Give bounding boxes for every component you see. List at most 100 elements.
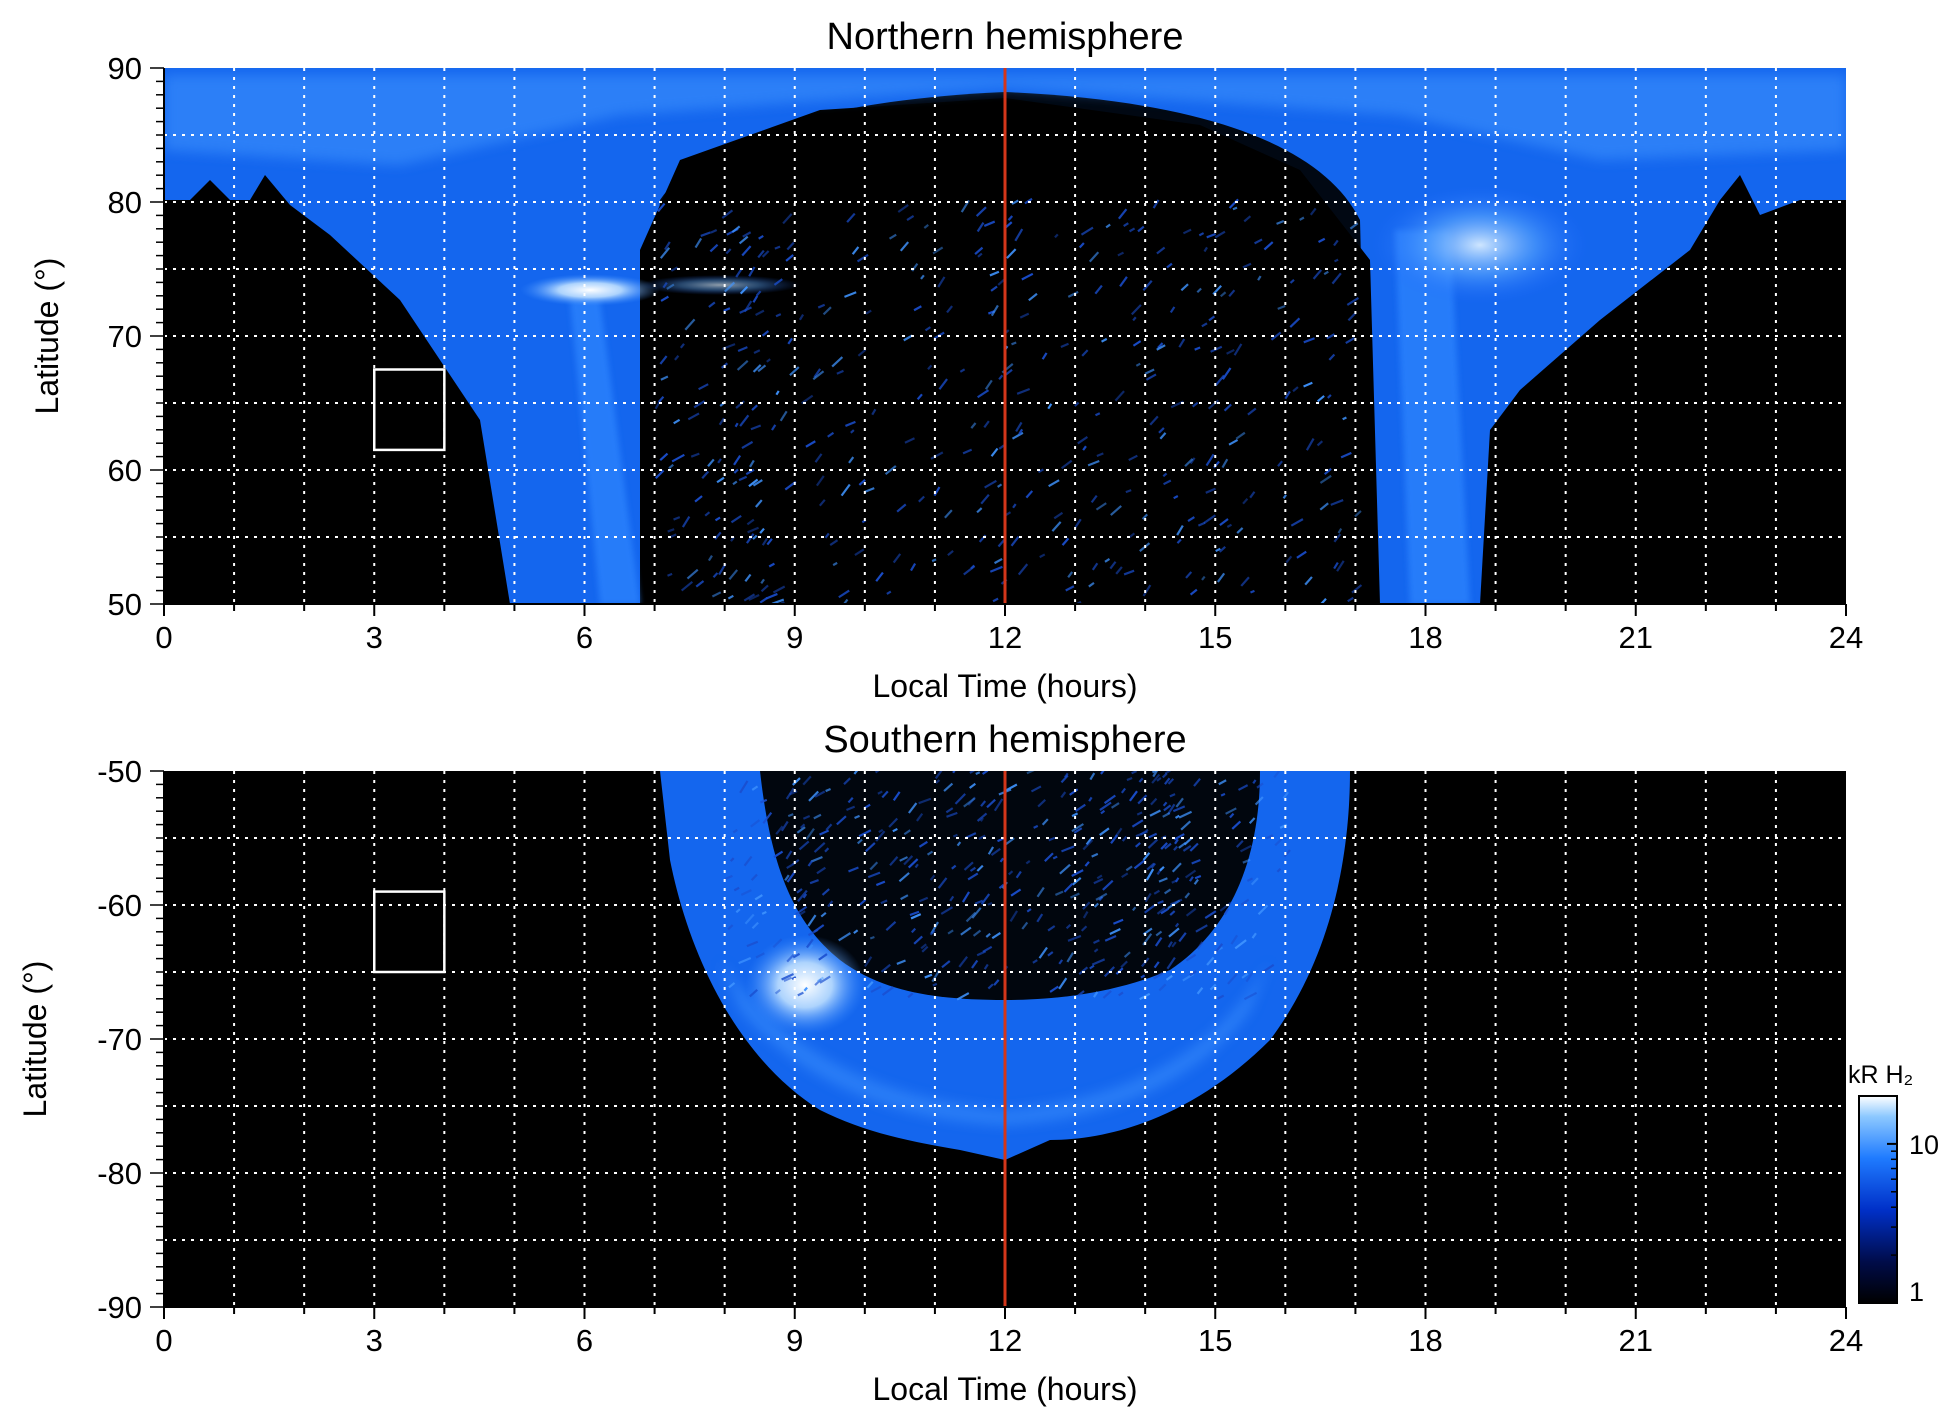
south-speckle-mark — [918, 896, 929, 903]
south-speckle-mark — [827, 900, 834, 908]
south-speckle-mark — [1227, 973, 1238, 985]
north-speckle-mark — [947, 550, 954, 557]
north-speckle-mark — [681, 516, 691, 528]
north-speckle-mark — [838, 589, 850, 599]
south-x-tick-label: 15 — [1198, 1323, 1232, 1358]
north-speckle-mark — [1094, 284, 1103, 295]
south-y-tick-label: -60 — [97, 888, 142, 923]
south-speckle-mark — [1132, 906, 1137, 912]
north-speckle-mark — [1074, 518, 1082, 528]
south-speckle-mark — [818, 953, 828, 961]
north-speckle-mark — [1082, 445, 1087, 451]
south-speckle-mark — [795, 905, 808, 916]
south-speckle-mark — [1252, 779, 1257, 785]
north-speckle-mark — [1048, 479, 1060, 488]
south-speckle-mark — [744, 913, 755, 925]
south-speckle-mark — [1021, 921, 1029, 930]
north-speckle-mark — [1212, 284, 1222, 296]
south-speckle-mark — [965, 832, 977, 839]
north-speckle-mark — [1327, 394, 1332, 399]
north-speckle-mark — [786, 241, 795, 251]
south-speckle-mark — [1189, 842, 1199, 852]
north-speckle-mark — [1232, 206, 1238, 211]
north-speckle-mark — [707, 458, 715, 467]
south-x-tick-label: 18 — [1408, 1323, 1442, 1358]
south-speckle-mark — [1088, 796, 1093, 802]
south-speckle-mark — [963, 861, 974, 871]
north-speckle-mark — [1351, 584, 1363, 594]
south-speckle-mark — [1136, 811, 1143, 816]
north-speckle-mark — [1125, 489, 1132, 494]
south-oval-sheen — [720, 960, 1270, 1125]
north-speckle-mark — [654, 469, 665, 480]
south-speckle-mark — [1170, 898, 1183, 906]
north-speckle-mark — [1067, 571, 1074, 578]
south-speckle-mark — [1279, 823, 1288, 829]
south-speckle-mark — [1133, 859, 1146, 870]
south-speckle-mark — [870, 985, 882, 993]
south-speckle-mark — [918, 797, 932, 805]
north-speckle-mark — [738, 235, 749, 245]
south-speckle-mark — [792, 777, 801, 786]
south-speckle-mark — [1156, 777, 1162, 782]
south-speckle-mark — [952, 833, 958, 838]
north-speckle-mark — [1208, 315, 1216, 322]
north-speckle-mark — [801, 394, 814, 405]
north-speckle-mark — [1243, 215, 1252, 223]
north-speckle-mark — [1304, 576, 1313, 586]
south-speckle-mark — [1131, 771, 1137, 775]
north-speckle-mark — [1012, 503, 1017, 509]
north-speckle-mark — [748, 478, 759, 488]
north-speckle-mark — [1135, 362, 1141, 367]
south-speckle-mark — [1121, 872, 1129, 879]
north-speckle-mark — [1191, 401, 1199, 408]
north-speckle-mark — [1078, 242, 1085, 249]
north-speckle-mark — [774, 245, 781, 250]
south-speckle-mark — [878, 828, 884, 833]
south-x-tick-label: 9 — [786, 1323, 803, 1358]
south-speckle-mark — [807, 914, 817, 927]
north-speckle-mark — [858, 479, 866, 486]
south-x-tick-label: 3 — [366, 1323, 383, 1358]
north-speckle-mark — [1014, 228, 1024, 242]
north-speckle-mark — [1065, 585, 1075, 592]
south-speckle-mark — [1037, 799, 1047, 808]
north-speckle-mark — [998, 374, 1004, 380]
north-speckle-mark — [766, 358, 771, 363]
north-speckle-mark — [761, 537, 768, 546]
south-speckle-mark — [983, 963, 989, 970]
south-speckle-mark — [807, 860, 814, 867]
north-speckle-mark — [660, 295, 669, 302]
north-speckle-mark — [1292, 386, 1299, 393]
south-speckle-mark — [1144, 903, 1156, 914]
north-speckle-mark — [709, 243, 719, 253]
north-speckle-mark — [850, 429, 855, 434]
north-speckle-mark — [1282, 494, 1287, 499]
north-speckle-mark — [831, 356, 844, 368]
north-y-tick-label: 80 — [108, 185, 142, 220]
south-speckle-mark — [867, 871, 881, 879]
south-speckle-mark — [900, 894, 909, 901]
south-speckle-mark — [1167, 803, 1176, 815]
north-speckle-mark — [1054, 233, 1059, 239]
south-speckle-mark — [1125, 865, 1133, 872]
north-speckle-mark — [772, 585, 786, 594]
south-speckle-mark — [1231, 820, 1242, 830]
north-speckle-mark — [1018, 428, 1024, 435]
south-speckle-mark — [987, 846, 995, 855]
south-speckle-mark — [1178, 932, 1187, 943]
south-speckle-mark — [784, 874, 790, 882]
south-speckle-mark — [956, 992, 970, 1001]
south-speckle-mark — [987, 901, 993, 906]
north-speckle-mark — [1257, 275, 1262, 281]
north-speckle-mark — [871, 408, 877, 416]
south-speckle — [724, 771, 1291, 1001]
south-speckle-mark — [949, 895, 955, 902]
north-speckle-mark — [932, 246, 944, 255]
north-speckle-mark — [822, 306, 832, 316]
south-speckle-mark — [821, 888, 830, 896]
north-dawn-spot — [520, 274, 660, 306]
north-speckle-mark — [746, 518, 755, 526]
south-speckle-mark — [866, 981, 874, 989]
north-speckle-mark — [741, 440, 754, 450]
